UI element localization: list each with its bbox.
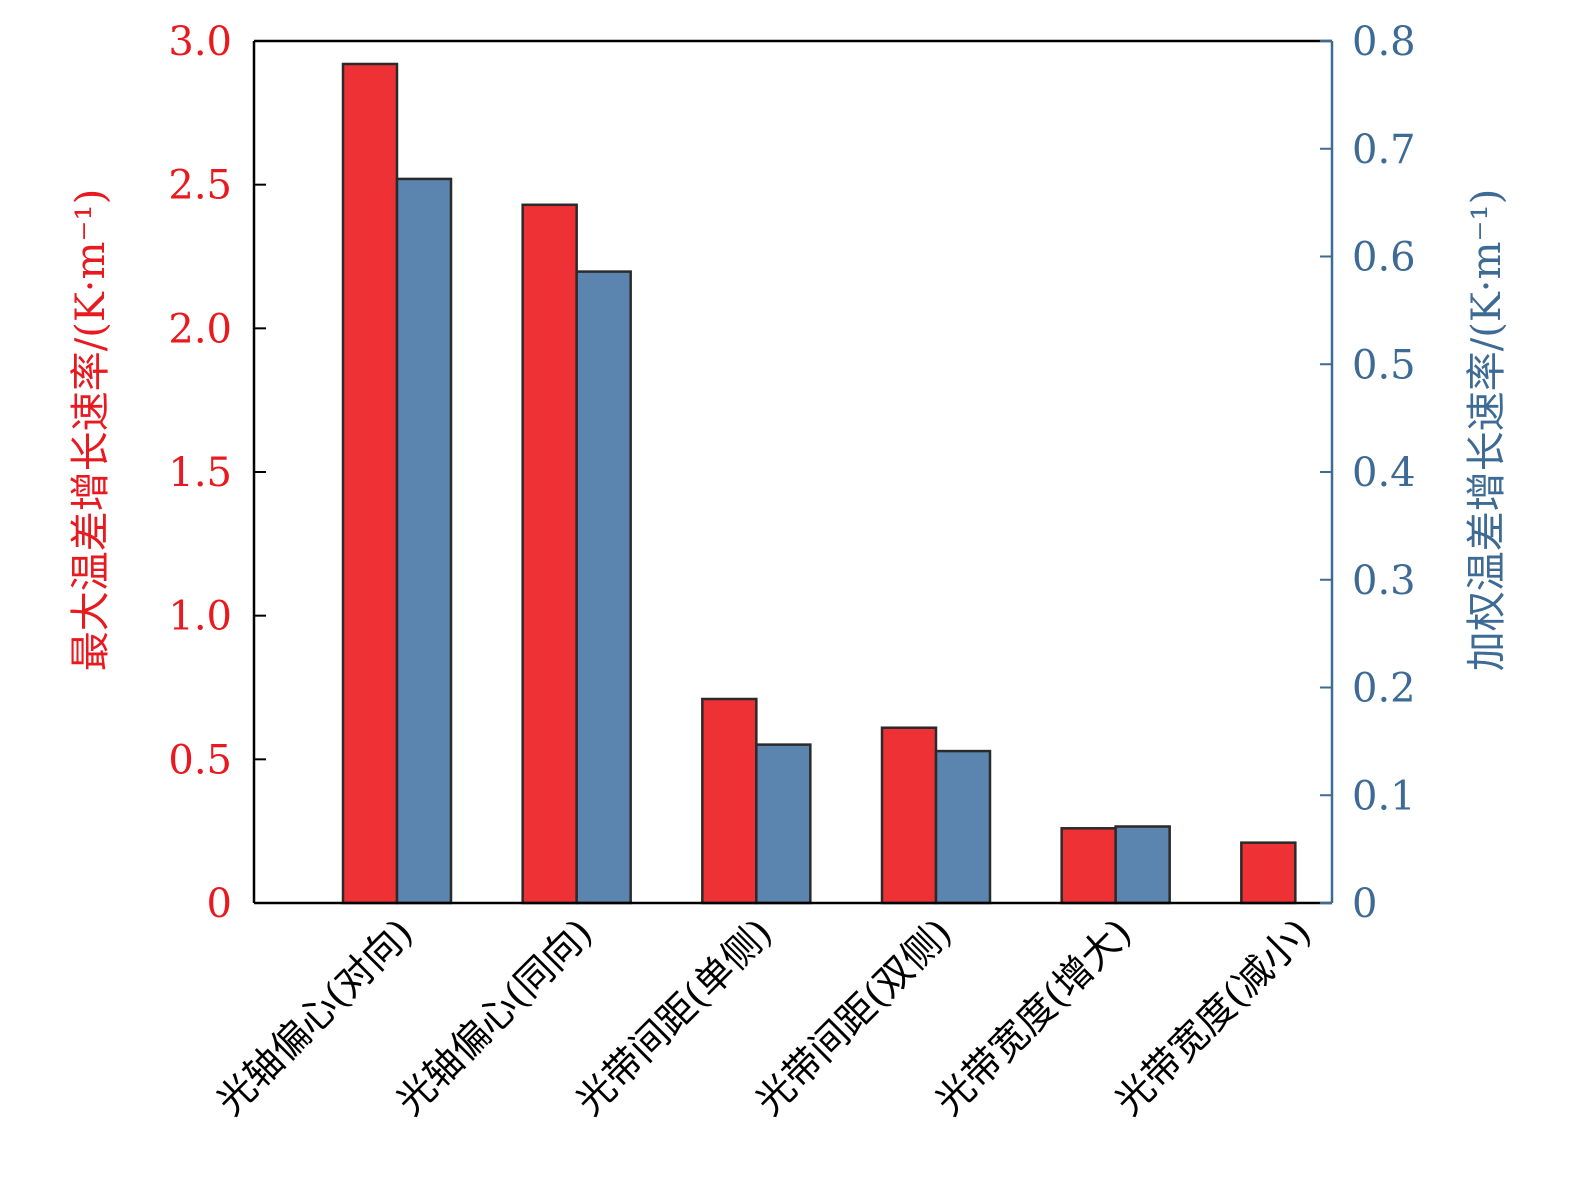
ticks-layer bbox=[254, 40, 1332, 904]
bar-weighted-2 bbox=[755, 743, 812, 905]
bar-weighted-4 bbox=[1114, 825, 1171, 905]
left-axis-title: 最大温差增长速率/(K·m⁻¹) bbox=[68, 189, 114, 671]
right-tick-label: 0 bbox=[1352, 881, 1377, 927]
right-tick-label: 0.5 bbox=[1352, 342, 1416, 388]
bar-max-5 bbox=[1240, 841, 1297, 905]
right-tick-label: 0.6 bbox=[1352, 235, 1416, 281]
bar-weighted-0 bbox=[395, 177, 453, 905]
right-tick-label: 0.7 bbox=[1352, 127, 1416, 173]
bar-max-4 bbox=[1060, 827, 1117, 905]
right-axis-title: 加权温差增长速率/(K·m⁻¹) bbox=[1464, 189, 1510, 671]
bar-max-0 bbox=[341, 62, 399, 905]
right-tick-label: 0.2 bbox=[1352, 666, 1416, 712]
left-tick-label: 1.5 bbox=[168, 450, 232, 496]
left-tick-label: 3.0 bbox=[168, 19, 232, 65]
right-tick-label: 0.3 bbox=[1352, 558, 1416, 604]
bar-weighted-3 bbox=[934, 749, 992, 905]
left-tick-label: 2.5 bbox=[168, 163, 232, 209]
right-tick-label: 0.4 bbox=[1352, 450, 1416, 496]
bar-max-1 bbox=[521, 203, 578, 905]
left-tick-label: 2.0 bbox=[168, 306, 232, 352]
bar-weighted-1 bbox=[575, 270, 632, 905]
bar-max-3 bbox=[880, 726, 938, 905]
left-tick-label: 1.0 bbox=[168, 594, 232, 640]
right-tick-label: 0.8 bbox=[1352, 19, 1416, 65]
labels-layer: 光轴偏心(对向)光轴偏心(同向)光带间距(单侧)光带间距(双侧)光带宽度(增大)… bbox=[68, 19, 1510, 1124]
left-tick-label: 0 bbox=[207, 881, 232, 927]
bar-max-2 bbox=[701, 697, 758, 905]
left-tick-label: 0.5 bbox=[168, 737, 232, 783]
right-tick-label: 0.1 bbox=[1352, 773, 1416, 819]
bars-layer bbox=[341, 62, 1297, 905]
